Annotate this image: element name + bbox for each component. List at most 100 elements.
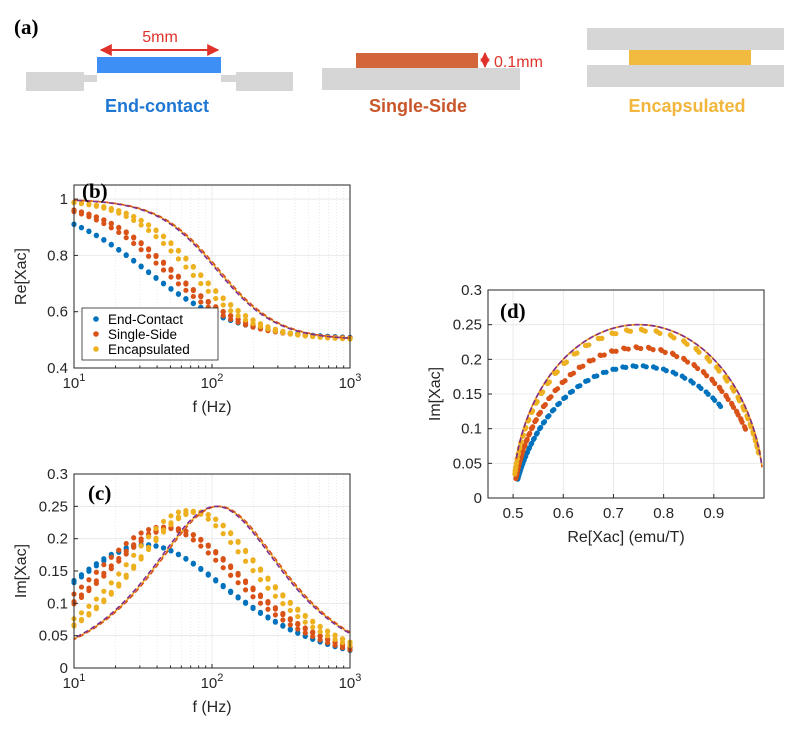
data-point xyxy=(582,342,589,349)
data-point xyxy=(562,394,569,400)
data-point xyxy=(595,335,601,341)
data-point xyxy=(198,536,204,542)
data-point xyxy=(571,351,577,357)
data-point xyxy=(101,573,107,579)
x-tick-label: 103 xyxy=(339,672,362,692)
series-encapsulated xyxy=(71,507,353,649)
data-point xyxy=(250,320,256,327)
data-point xyxy=(332,632,338,638)
data-point xyxy=(730,404,737,410)
data-point xyxy=(168,513,174,519)
data-point xyxy=(138,556,144,562)
data-point xyxy=(220,531,226,537)
data-point xyxy=(168,285,174,292)
data-point xyxy=(116,229,122,236)
data-point xyxy=(295,626,301,632)
data-point xyxy=(190,263,196,270)
data-point xyxy=(295,620,301,627)
data-point xyxy=(272,328,279,334)
data-point xyxy=(220,302,226,308)
data-point xyxy=(160,518,167,525)
data-point xyxy=(78,224,85,231)
data-point xyxy=(78,618,85,624)
y-axis-label: Re[Xac] xyxy=(13,248,30,305)
data-point xyxy=(257,323,264,330)
data-point xyxy=(310,618,316,624)
data-point xyxy=(594,373,600,379)
length-label: 5mm xyxy=(142,29,178,46)
data-point xyxy=(684,341,690,347)
data-point xyxy=(183,555,189,562)
ticks xyxy=(488,289,715,499)
data-point xyxy=(235,307,241,314)
data-point xyxy=(681,355,687,361)
data-point xyxy=(546,413,552,419)
y-axis-label: Im[Xac] xyxy=(427,367,444,421)
ticks xyxy=(73,473,351,669)
data-point xyxy=(280,622,286,628)
data-point xyxy=(153,537,159,544)
data-point xyxy=(101,220,107,227)
data-point xyxy=(272,605,279,611)
data-point xyxy=(205,550,211,556)
data-point xyxy=(280,592,286,598)
data-point xyxy=(153,543,159,549)
data-point xyxy=(265,326,271,332)
data-point xyxy=(228,572,234,578)
data-point xyxy=(78,610,85,616)
single-side-plate xyxy=(322,68,520,90)
single-side-sample xyxy=(356,53,478,68)
data-point xyxy=(325,640,331,646)
data-point xyxy=(116,571,122,577)
data-point xyxy=(599,335,605,341)
data-point xyxy=(116,224,122,231)
y-tick-label: 0.1 xyxy=(461,421,482,438)
data-point xyxy=(738,416,744,422)
data-point xyxy=(153,252,159,259)
data-point xyxy=(690,380,696,386)
data-point xyxy=(526,432,532,438)
data-point xyxy=(205,516,211,522)
data-point xyxy=(714,364,720,370)
data-point xyxy=(712,380,718,387)
data-point xyxy=(272,593,279,599)
data-point xyxy=(250,604,256,610)
end-contact-left-plate xyxy=(26,72,97,91)
data-point xyxy=(145,269,152,275)
data-point xyxy=(86,228,92,234)
data-point xyxy=(93,217,99,223)
legend-marker xyxy=(93,331,99,337)
data-point xyxy=(551,406,557,413)
legend-box xyxy=(81,307,219,361)
y-tick-label: 0 xyxy=(474,490,482,507)
fit-line xyxy=(73,199,351,339)
data-point xyxy=(235,319,241,325)
data-point xyxy=(280,610,286,617)
data-point xyxy=(707,358,713,364)
panel-a-schematic: (a) 5mm End-contact 0.1mm Single-Side En… xyxy=(14,15,784,116)
legend-label: Encapsulated xyxy=(108,342,190,357)
data-point xyxy=(705,391,711,397)
data-point xyxy=(669,350,676,356)
y-tick-label: 0 xyxy=(60,660,68,677)
data-point xyxy=(723,392,729,398)
end-contact-right-plate xyxy=(221,72,293,91)
data-point xyxy=(265,585,271,591)
data-point xyxy=(93,569,99,575)
data-point xyxy=(627,328,634,334)
data-point xyxy=(698,385,704,392)
data-point xyxy=(108,207,114,213)
data-point xyxy=(722,374,728,380)
data-point xyxy=(577,383,583,389)
data-point xyxy=(716,368,722,374)
data-point xyxy=(643,364,649,370)
x-tick-label: 103 xyxy=(339,372,362,392)
data-point xyxy=(183,295,189,302)
chart-b-re-vs-frequency: 101 102 103 0.4 0.6 0.8 1 f (Hz) Re[Xac] (b) End-C… xyxy=(13,179,361,416)
fit-lines xyxy=(73,505,351,641)
data-point xyxy=(287,626,293,632)
data-point xyxy=(544,380,551,387)
data-point xyxy=(228,588,234,594)
chart-c-im-vs-frequency: 101 102 103 0 0.05 0.1 0.15 0.2 0.25 0.3 f (Hz) Im[… xyxy=(13,466,361,716)
